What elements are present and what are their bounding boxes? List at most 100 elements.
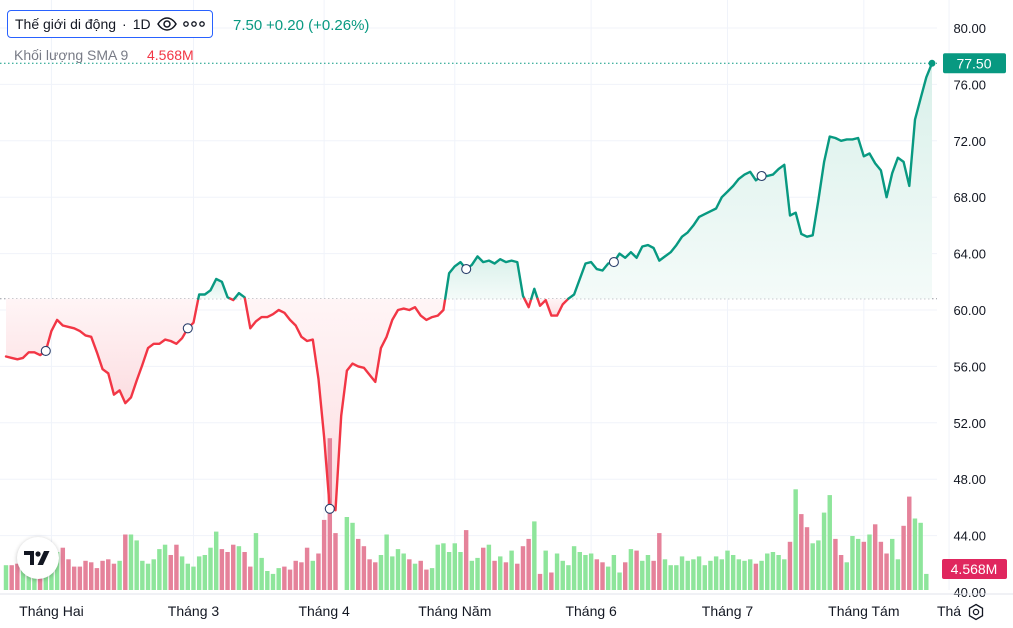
volume-bar	[566, 565, 571, 590]
volume-bar	[765, 553, 770, 590]
volume-bar	[60, 547, 66, 590]
volume-bar	[77, 566, 83, 590]
volume-bar	[327, 438, 333, 590]
price-line-down	[536, 297, 570, 317]
volume-bar	[162, 544, 168, 590]
volume-bar	[515, 563, 520, 590]
price-line-up	[530, 287, 539, 300]
volume-bar	[145, 563, 151, 590]
event-marker[interactable]	[756, 170, 767, 182]
event-marker[interactable]	[324, 503, 335, 514]
volume-bar	[549, 572, 554, 590]
area-fill-up	[445, 256, 525, 299]
volume-bar	[236, 546, 242, 590]
volume-bar	[617, 572, 622, 590]
volume-bar	[248, 566, 253, 590]
x-tick-label: Tháng Hai	[19, 603, 84, 619]
volume-bar	[651, 560, 656, 590]
volume-bar	[742, 560, 747, 590]
volume-bar	[89, 562, 94, 590]
volume-bar	[412, 563, 418, 590]
area-fill-up	[568, 63, 932, 299]
volume-bar	[37, 569, 43, 590]
volume-indicator-label[interactable]: Khối lượng SMA 9	[14, 47, 129, 63]
y-tick-label: 56.00	[953, 359, 986, 374]
volume-bar	[9, 565, 14, 590]
volume-bar	[3, 565, 9, 590]
volume-bar	[299, 562, 304, 590]
volume-bar	[185, 563, 191, 590]
event-marker[interactable]	[182, 323, 193, 334]
volume-bar	[537, 573, 543, 590]
volume-bar	[356, 538, 361, 590]
symbol-name[interactable]: Thế giới di động	[15, 16, 117, 32]
volume-bar	[594, 559, 600, 590]
symbol-legend[interactable]: Thế giới di động · 1D	[7, 10, 213, 38]
volume-bar	[71, 566, 77, 590]
volume-indicator-value: 4.568M	[147, 47, 194, 63]
price-line-up	[444, 255, 526, 300]
volume-bar	[634, 550, 639, 590]
more-dots-icon[interactable]	[182, 21, 205, 27]
volume-bar	[645, 555, 651, 590]
last-price-value: 7.50	[233, 17, 263, 34]
volume-bar	[907, 496, 912, 590]
settings-gear-icon[interactable]	[967, 603, 985, 621]
volume-bar	[458, 552, 463, 590]
volume-bar	[816, 540, 821, 590]
event-marker[interactable]	[461, 264, 472, 275]
volume-bar	[486, 544, 492, 590]
volume-bar	[526, 538, 531, 590]
volume-bar	[850, 536, 855, 590]
volume-bar	[736, 559, 742, 590]
time-axis[interactable]: Tháng Hai Tháng 3 Tháng 4 Tháng Năm Tháng 6 T…	[0, 593, 1013, 619]
price-badge-bg	[943, 53, 1006, 74]
volume-bar	[787, 541, 793, 590]
event-marker[interactable]	[608, 257, 619, 268]
volume-bar	[157, 549, 162, 590]
volume-bar	[895, 559, 901, 590]
volume-bar	[554, 553, 560, 590]
price-badge: 77.50	[956, 55, 991, 71]
volume-bar	[503, 562, 509, 590]
volume-bar	[378, 555, 384, 590]
volume-bar	[878, 541, 884, 590]
volume-bar	[520, 546, 526, 590]
volume-bar	[424, 569, 429, 590]
event-markers[interactable]	[40, 170, 767, 514]
volume-bar	[753, 563, 759, 590]
price-line-down	[4, 297, 200, 405]
volume-bars	[3, 438, 929, 590]
volume-bar	[685, 560, 690, 590]
volume-bar	[350, 522, 355, 590]
eye-icon[interactable]	[156, 17, 177, 31]
y-tick-label: 64.00	[953, 247, 986, 262]
volume-bar	[588, 553, 594, 590]
volume-bar	[106, 559, 111, 590]
volume-bar	[838, 555, 844, 590]
volume-bar	[867, 534, 872, 590]
volume-bar	[168, 555, 173, 590]
volume-bar	[605, 566, 611, 590]
volume-bar	[708, 560, 713, 590]
price-line	[4, 59, 936, 512]
event-marker[interactable]	[40, 345, 51, 356]
price-axis[interactable]: 80.00 76.00 72.00 68.00 64.00 60.00 56.00 52.00…	[953, 21, 986, 600]
volume-bar	[344, 517, 350, 590]
volume-bar	[202, 555, 208, 590]
volume-bar	[276, 568, 281, 590]
volume-bar	[696, 556, 702, 590]
volume-bar	[15, 563, 20, 590]
volume-bar	[441, 543, 446, 590]
volume-bar	[395, 549, 401, 590]
volume-bar	[833, 538, 838, 590]
volume-bar	[128, 534, 134, 590]
price-line-up	[567, 62, 934, 300]
interval-label[interactable]: 1D	[132, 16, 151, 32]
tradingview-logo-icon[interactable]	[17, 537, 59, 579]
volume-bar	[407, 559, 412, 590]
volume-bar	[469, 560, 475, 590]
volume-bar	[924, 573, 929, 590]
last-price-dot	[928, 59, 936, 67]
